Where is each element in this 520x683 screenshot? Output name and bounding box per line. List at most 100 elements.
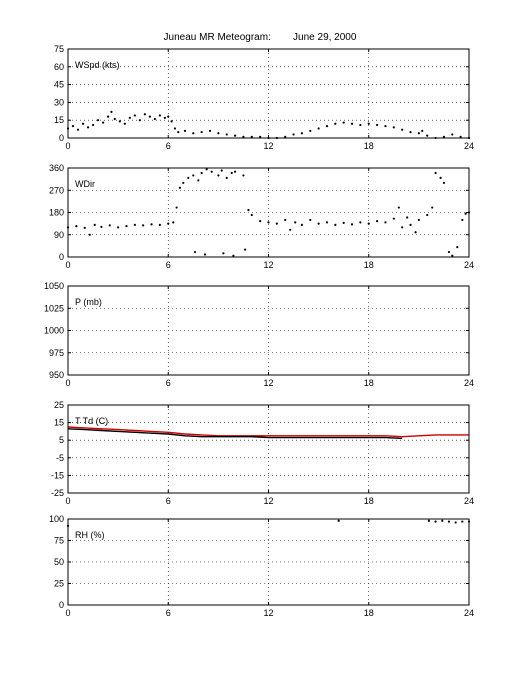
data-point: [203, 253, 207, 256]
data-point: [461, 520, 464, 523]
data-point: [442, 135, 446, 138]
y-tick-label: 45: [54, 80, 64, 90]
data-point: [170, 120, 173, 123]
data-point: [76, 128, 80, 131]
y-tick-label: 975: [49, 348, 64, 358]
data-point: [417, 132, 420, 135]
data-point: [325, 221, 329, 224]
data-point: [464, 212, 467, 215]
panel-label: T Td (C): [75, 416, 108, 426]
data-point: [427, 519, 430, 522]
panel-4: 0 6 12 18 24 -25 -15 -5 5 15 25 T Td (C): [51, 400, 474, 506]
panel-3: 0 6 12 18 24 950 975 1000 1025 1050 P (mb): [44, 281, 474, 388]
data-point: [173, 127, 177, 130]
data-point: [451, 254, 454, 257]
data-point: [192, 132, 195, 135]
y-tick-label: -15: [51, 470, 64, 480]
data-point: [118, 120, 121, 123]
x-tick-label: 0: [65, 496, 70, 506]
y-tick-label: 0: [59, 600, 64, 610]
data-point: [158, 223, 161, 226]
data-point: [275, 222, 278, 225]
data-point: [123, 122, 126, 125]
y-tick-label: 180: [49, 208, 64, 218]
data-point: [93, 223, 96, 226]
data-point: [88, 233, 91, 236]
data-point: [342, 221, 345, 224]
y-tick-label: 1000: [44, 326, 64, 336]
x-tick-label: 6: [166, 608, 171, 618]
data-point: [113, 117, 116, 121]
data-point: [334, 122, 337, 125]
data-point: [421, 129, 424, 132]
data-point: [384, 221, 387, 224]
data-point: [409, 130, 412, 134]
panel-label: WSpd (kts): [75, 60, 120, 70]
data-point: [233, 134, 237, 137]
x-tick-label: 12: [263, 608, 273, 618]
x-tick-label: 12: [263, 378, 273, 388]
data-point: [83, 226, 86, 229]
y-tick-label: 15: [54, 418, 64, 428]
data-point: [250, 213, 253, 217]
x-tick-label: 6: [166, 496, 171, 506]
y-tick-label: 1025: [44, 303, 64, 313]
data-point: [431, 206, 434, 209]
data-point: [247, 208, 250, 212]
data-point: [401, 128, 404, 131]
data-point: [359, 123, 362, 127]
y-tick-label: 30: [54, 97, 64, 107]
x-tick-label: 18: [364, 496, 374, 506]
x-tick-label: 18: [364, 608, 374, 618]
data-point: [220, 169, 223, 172]
y-tick-label: 90: [54, 230, 64, 240]
y-tick-label: 75: [54, 44, 64, 54]
data-point: [267, 221, 270, 224]
panel-5: 0 6 12 18 24 0 25 50 75 100 RH (%): [49, 514, 474, 618]
panel-label: RH (%): [75, 530, 105, 540]
y-tick-label: 25: [54, 579, 64, 589]
data-point: [81, 122, 85, 125]
data-point: [187, 176, 190, 179]
x-tick-label: 24: [464, 260, 474, 270]
x-tick-label: 0: [65, 378, 70, 388]
data-point: [447, 250, 451, 254]
data-point: [133, 223, 136, 226]
data-point: [434, 171, 437, 175]
data-point: [242, 174, 245, 177]
data-point: [284, 135, 287, 138]
data-point: [192, 174, 195, 177]
data-point: [284, 218, 287, 222]
chart-title: Juneau MR Meteogram: June 29, 2000: [163, 32, 357, 43]
data-point: [232, 254, 235, 257]
data-point: [250, 135, 253, 138]
data-point: [177, 130, 180, 134]
data-point: [300, 132, 304, 135]
data-point: [342, 121, 345, 124]
data-point: [100, 225, 103, 228]
data-point: [71, 125, 75, 128]
data-point: [439, 176, 442, 179]
panel-1: 0 6 12 18 24 0 15 30 45 60 75 WSpd (kts): [54, 44, 474, 151]
x-tick-label: 6: [166, 141, 171, 151]
data-point: [350, 122, 354, 125]
data-point: [117, 226, 120, 229]
data-point: [86, 126, 90, 129]
data-point: [172, 221, 175, 224]
data-point: [397, 206, 400, 209]
x-tick-label: 12: [263, 496, 273, 506]
data-point: [193, 250, 197, 254]
data-point: [153, 117, 156, 121]
x-tick-label: 0: [65, 141, 70, 151]
data-point: [376, 123, 379, 127]
data-point: [292, 133, 295, 136]
data-point: [183, 129, 187, 132]
y-tick-label: 60: [54, 62, 64, 72]
data-point: [376, 220, 379, 223]
data-point: [414, 231, 417, 234]
series-1-line: [67, 426, 469, 438]
x-tick-label: 6: [166, 378, 171, 388]
data-point: [197, 179, 200, 182]
panel-label: WDir: [75, 179, 95, 189]
data-point: [75, 224, 78, 228]
